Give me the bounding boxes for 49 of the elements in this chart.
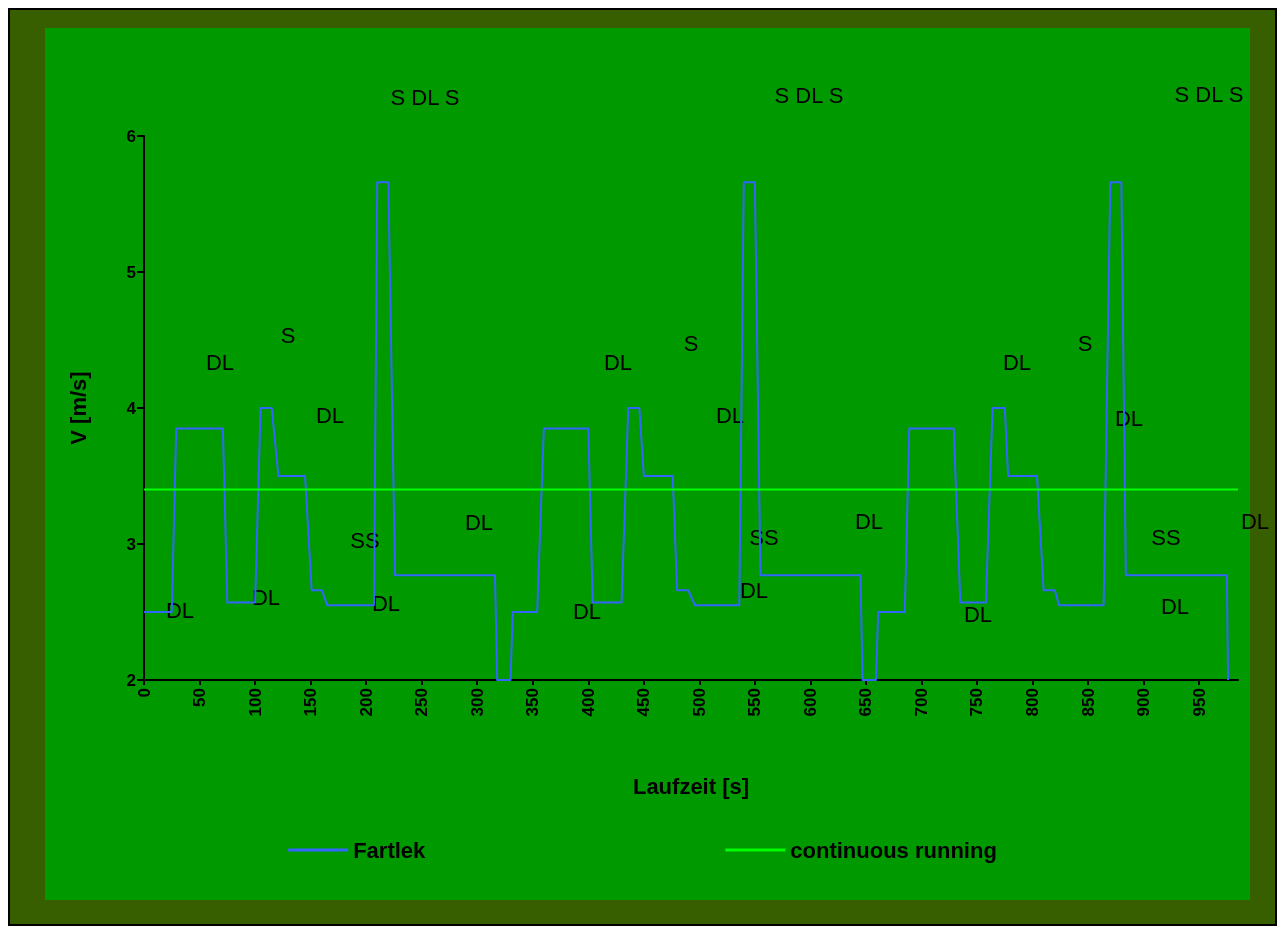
x-tick-label: 250 [412, 688, 432, 717]
y-tick-label: 3 [126, 534, 136, 554]
x-tick-label: 500 [689, 688, 709, 717]
x-tick-label: 100 [245, 688, 265, 717]
legend-label: Fartlek [353, 837, 427, 863]
annotation: DL [1002, 349, 1032, 375]
x-tick-label: 150 [301, 688, 321, 717]
y-axis-title: V [m/s] [65, 371, 91, 445]
annotation: SS [1151, 524, 1181, 550]
annotation: DL [854, 508, 884, 534]
x-tick-label: 0 [134, 688, 154, 698]
annotation: S [280, 322, 296, 348]
annotation: DL [1160, 593, 1190, 619]
y-tick-label: 5 [126, 262, 136, 282]
annotation: S [1077, 330, 1093, 356]
x-tick-label: 850 [1078, 688, 1098, 717]
annotation: DL [371, 590, 401, 616]
annotation: DL [572, 598, 602, 624]
annotation: DL [464, 509, 494, 535]
x-tick-label: 300 [467, 688, 487, 717]
x-tick-label: 200 [356, 688, 376, 717]
x-tick-label: 550 [745, 688, 765, 717]
legend-label: continuous running [790, 837, 997, 863]
x-tick-label: 700 [911, 688, 931, 717]
x-tick-label: 900 [1134, 688, 1154, 717]
text: DL [1240, 508, 1270, 534]
x-axis-title: Laufzeit [s] [632, 773, 750, 799]
annotation: S [683, 330, 699, 356]
x-tick-label: 650 [856, 688, 876, 717]
annotation: DL [315, 402, 345, 428]
x-tick-label: 600 [800, 688, 820, 717]
annotation: DL [739, 577, 769, 603]
line-series [143, 181, 1229, 681]
y-tick-label: 4 [126, 398, 137, 418]
x-tick-label: 350 [523, 688, 543, 717]
text: S DL S [390, 84, 460, 110]
x-tick-label: 400 [578, 688, 598, 717]
x-tick-label: 50 [190, 688, 210, 707]
text: S DL S [774, 82, 844, 108]
text: S DL S [1174, 81, 1244, 107]
x-tick-label: 750 [967, 688, 987, 717]
x-tick-label: 800 [1023, 688, 1043, 717]
annotation: DL [963, 601, 993, 627]
x-tick-label: 450 [634, 688, 654, 717]
y-tick-label: 6 [126, 126, 136, 146]
annotation: DL [603, 349, 633, 375]
x-tick-label: 950 [1189, 688, 1209, 717]
annotation: DL [205, 349, 235, 375]
y-tick-label: 2 [126, 670, 136, 690]
